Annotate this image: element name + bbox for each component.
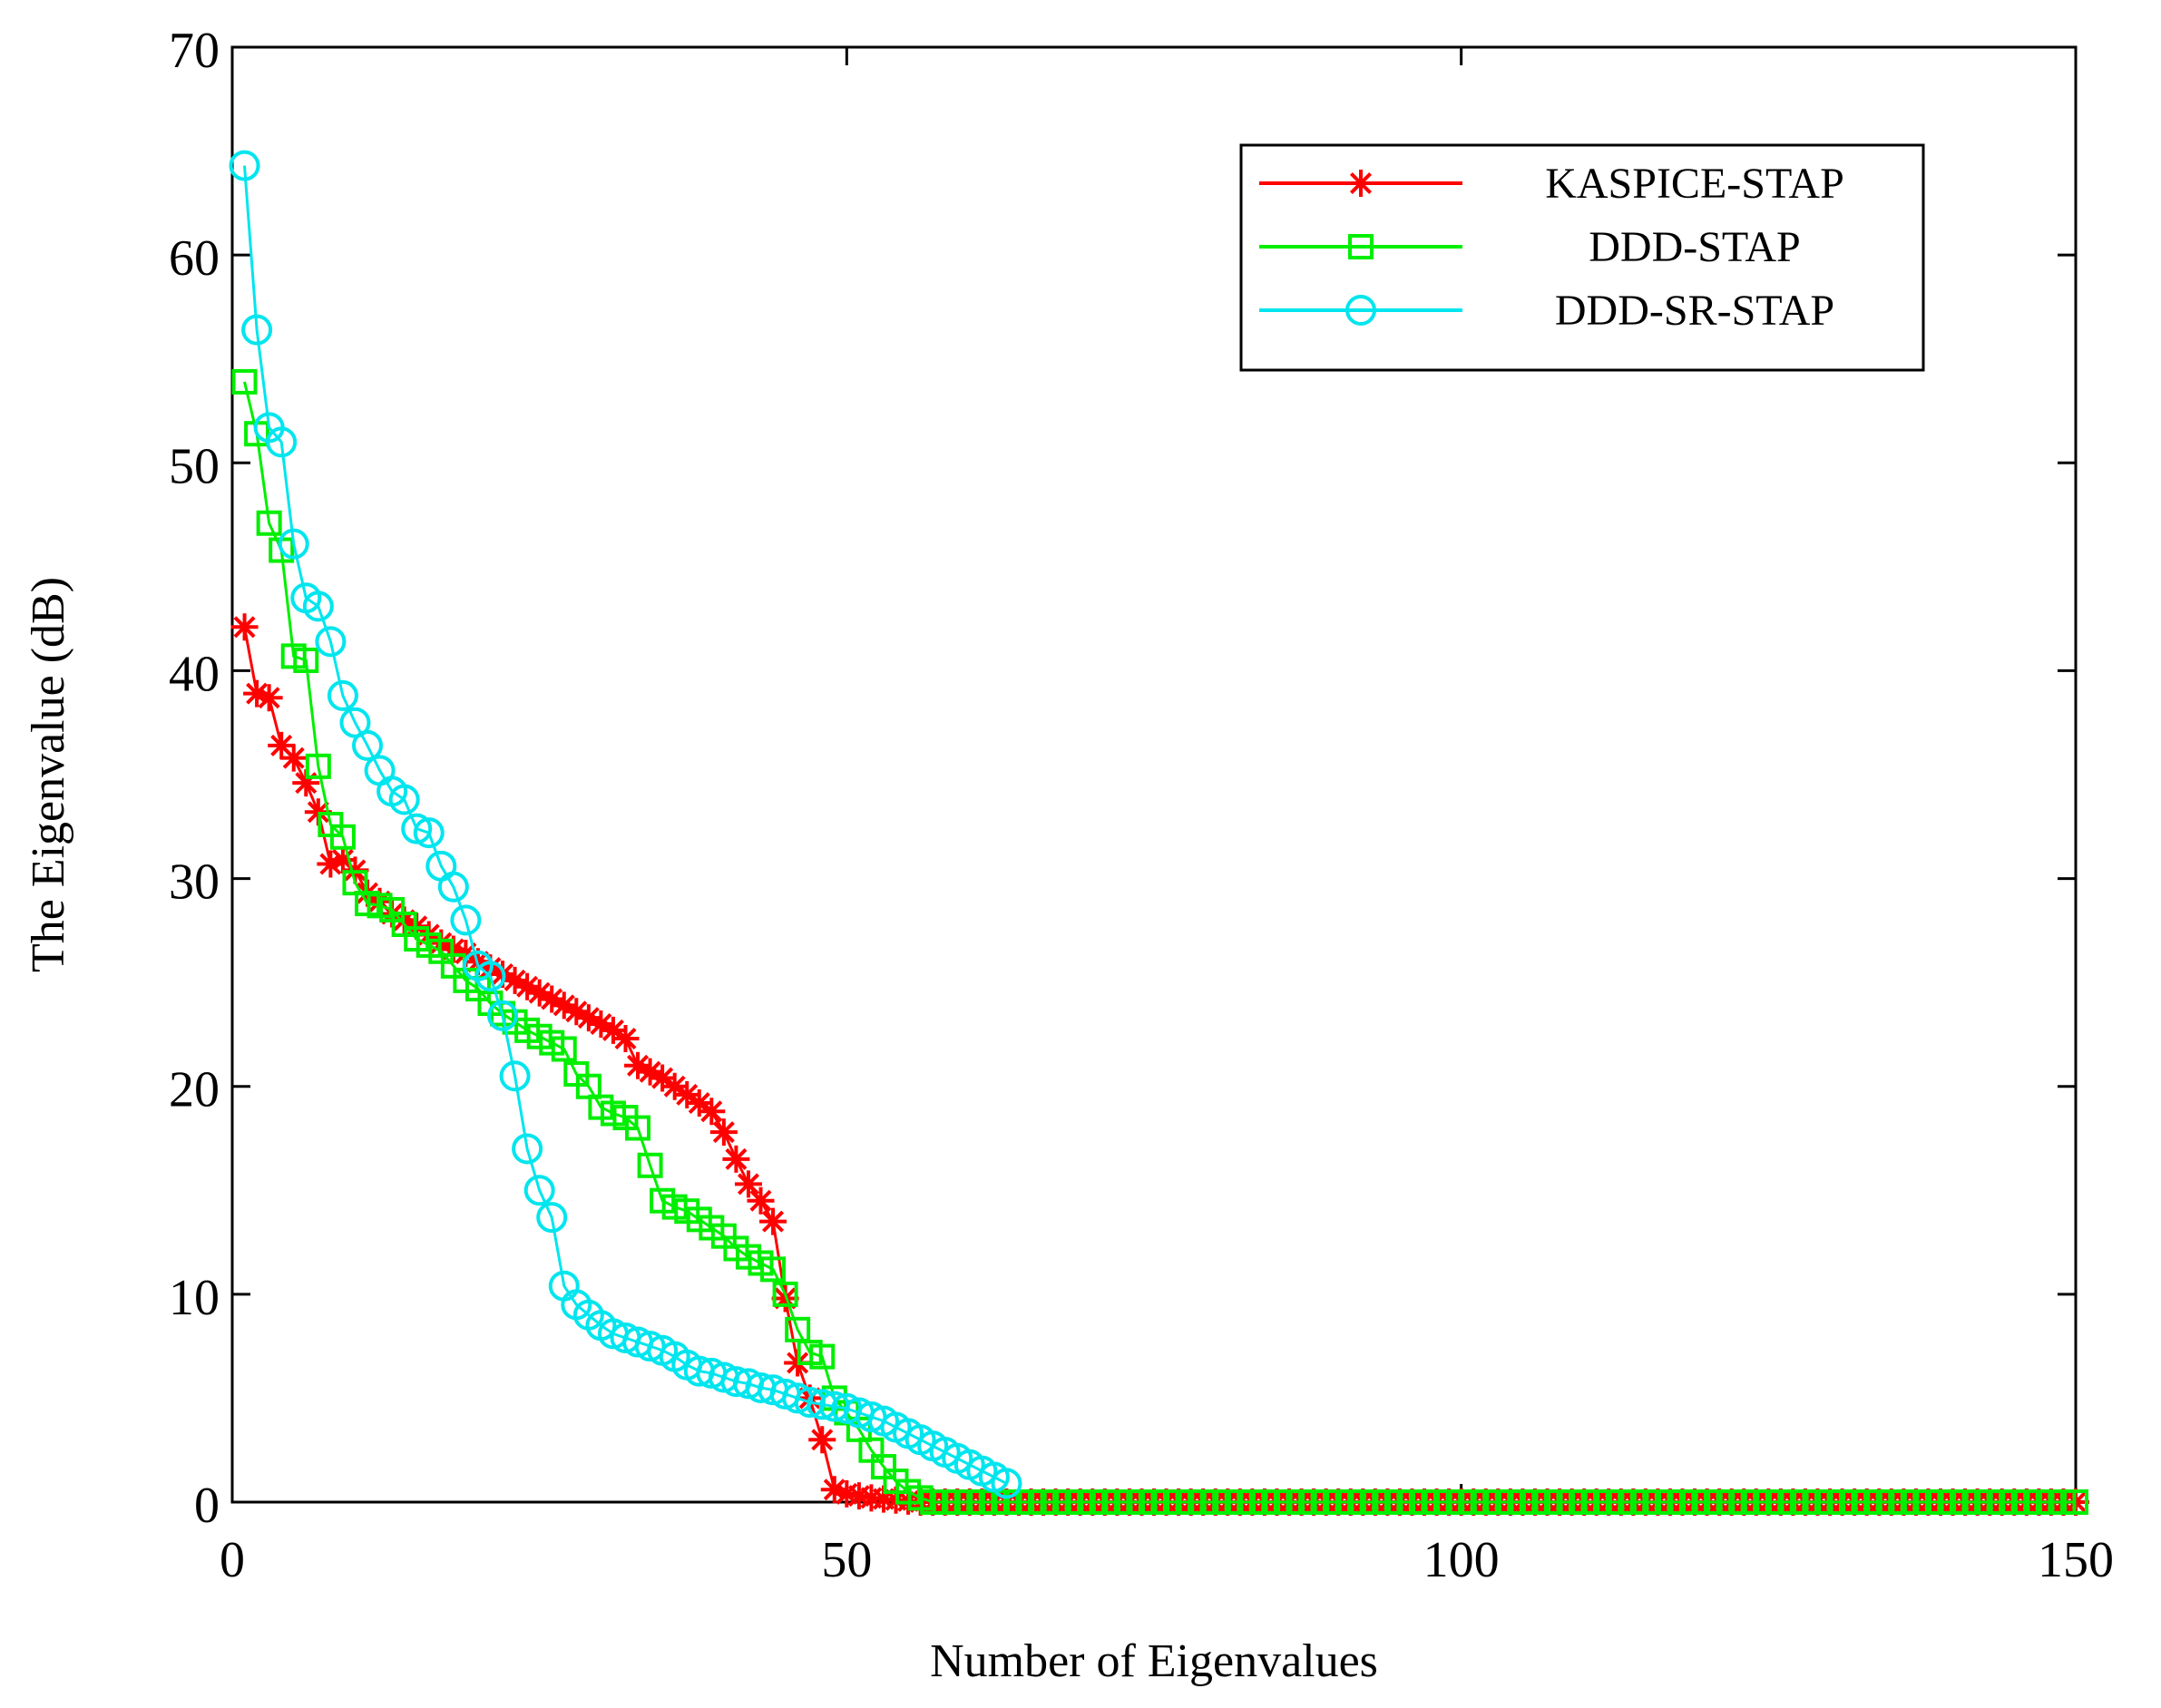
y-tick-label-0: 0 (194, 1478, 220, 1534)
point-kaspice-stap-43 (759, 1207, 787, 1235)
point-ddd-sr-stap-46 (794, 1387, 826, 1419)
point-ddd-stap-8 (329, 824, 356, 850)
point-kaspice-stap-28 (574, 1004, 602, 1032)
point-kaspice-stap-30 (599, 1016, 627, 1044)
point-ddd-sr-stap-7 (315, 626, 347, 658)
point-ddd-sr-stap-10 (352, 729, 384, 761)
y-tick-label-70: 70 (169, 23, 220, 79)
point-kaspice-stap-31 (611, 1025, 640, 1053)
point-kaspice-stap-32 (624, 1051, 652, 1079)
point-ddd-sr-stap-23 (512, 1133, 543, 1165)
point-ddd-sr-stap-22 (499, 1060, 531, 1092)
y-tick-label-10: 10 (169, 1270, 220, 1326)
point-ddd-sr-stap-15 (413, 817, 445, 849)
legend-label-kaspice-stap: KASPICE-STAP (1545, 160, 1844, 208)
point-kaspice-stap-47 (808, 1426, 836, 1454)
point-ddd-stap-33 (637, 1152, 663, 1178)
point-ddd-stap-43 (760, 1256, 787, 1283)
point-kaspice-stap-38 (698, 1098, 726, 1126)
point-kaspice-stap-39 (709, 1118, 738, 1147)
legend: KASPICE-STAP DDD-STAP DDD-SR-STAP (1239, 143, 1925, 372)
point-kaspice-stap-3 (268, 731, 296, 759)
point-ddd-sr-stap-17 (437, 871, 469, 903)
y-tick-label-30: 30 (169, 854, 220, 911)
y-tick-label-40: 40 (169, 646, 220, 702)
point-ddd-sr-stap-8 (327, 679, 358, 711)
point-ddd-sr-stap-0 (229, 150, 260, 181)
x-tick-label-150: 150 (2038, 1532, 2114, 1588)
point-ddd-sr-stap-62 (991, 1468, 1022, 1499)
point-kaspice-stap-42 (747, 1186, 775, 1215)
point-ddd-sr-stap-4 (278, 528, 309, 560)
x-tick-label-50: 50 (821, 1532, 872, 1588)
point-kaspice-stap-23 (513, 972, 542, 1000)
point-ddd-sr-stap-24 (523, 1175, 555, 1206)
legend-marker-kaspice-stap (1347, 170, 1374, 197)
point-ddd-sr-stap-20 (474, 961, 506, 992)
axis-ticks: 0 50 100 150 0 10 20 30 40 50 60 70 (169, 23, 2114, 1588)
y-axis-title: The Eigenvalue (dB) (23, 577, 74, 972)
series-layer (229, 150, 2089, 1516)
point-ddd-stap-6 (305, 753, 331, 779)
point-kaspice-stap-4 (279, 744, 308, 772)
series-ddd-stap (231, 368, 2088, 1515)
point-ddd-sr-stap-6 (302, 590, 334, 622)
x-tick-label-0: 0 (220, 1532, 245, 1588)
point-ddd-sr-stap-47 (807, 1389, 838, 1420)
point-kaspice-stap-0 (230, 613, 259, 641)
y-tick-label-20: 20 (169, 1062, 220, 1118)
point-kaspice-stap-49 (833, 1479, 861, 1508)
point-ddd-stap-0 (231, 368, 258, 395)
point-ddd-stap-32 (625, 1115, 651, 1141)
point-kaspice-stap-2 (255, 684, 283, 712)
legend-marker-ddd-stap (1348, 234, 1374, 259)
point-kaspice-stap-1 (243, 679, 271, 708)
point-kaspice-stap-36 (673, 1080, 701, 1108)
point-ddd-stap-47 (809, 1343, 836, 1370)
point-ddd-sr-stap-1 (241, 314, 273, 346)
point-ddd-sr-stap-14 (401, 813, 433, 844)
point-ddd-sr-stap-25 (536, 1202, 568, 1234)
point-ddd-stap-44 (772, 1281, 798, 1307)
point-kaspice-stap-40 (722, 1145, 750, 1173)
y-tick-label-50: 50 (169, 438, 220, 494)
point-kaspice-stap-34 (649, 1064, 677, 1092)
point-kaspice-stap-5 (292, 769, 320, 797)
legend-marker-ddd-sr-stap (1345, 295, 1376, 326)
point-kaspice-stap-37 (685, 1089, 713, 1118)
point-kaspice-stap-35 (660, 1072, 689, 1100)
point-kaspice-stap-22 (501, 966, 529, 994)
point-ddd-sr-stap-3 (266, 426, 298, 458)
point-kaspice-stap-41 (734, 1170, 762, 1198)
point-ddd-stap-2 (256, 510, 282, 536)
point-kaspice-stap-48 (820, 1476, 848, 1504)
point-kaspice-stap-25 (538, 985, 566, 1013)
point-kaspice-stap-7 (317, 850, 345, 878)
point-kaspice-stap-29 (587, 1010, 615, 1038)
legend-label-ddd-sr-stap: DDD-SR-STAP (1555, 287, 1834, 335)
point-kaspice-stap-33 (636, 1058, 664, 1086)
x-tick-label-100: 100 (1423, 1532, 1500, 1588)
point-ddd-sr-stap-21 (487, 1000, 519, 1031)
point-kaspice-stap-8 (328, 845, 357, 874)
point-ddd-stap-26 (551, 1036, 577, 1062)
point-kaspice-stap-50 (845, 1482, 873, 1510)
legend-label-ddd-stap: DDD-STAP (1589, 223, 1801, 271)
x-axis-title: Number of Eigenvalues (930, 1635, 1378, 1687)
point-kaspice-stap-26 (550, 991, 578, 1020)
point-ddd-stap-5 (293, 647, 319, 673)
point-kaspice-stap-24 (525, 979, 553, 1007)
point-ddd-sr-stap-13 (388, 784, 420, 815)
y-tick-label-60: 60 (169, 230, 220, 287)
point-ddd-stap-149 (2063, 1489, 2088, 1515)
point-kaspice-stap-27 (562, 998, 591, 1026)
series-ddd-sr-stap (229, 150, 1022, 1499)
point-ddd-sr-stap-18 (450, 904, 482, 936)
